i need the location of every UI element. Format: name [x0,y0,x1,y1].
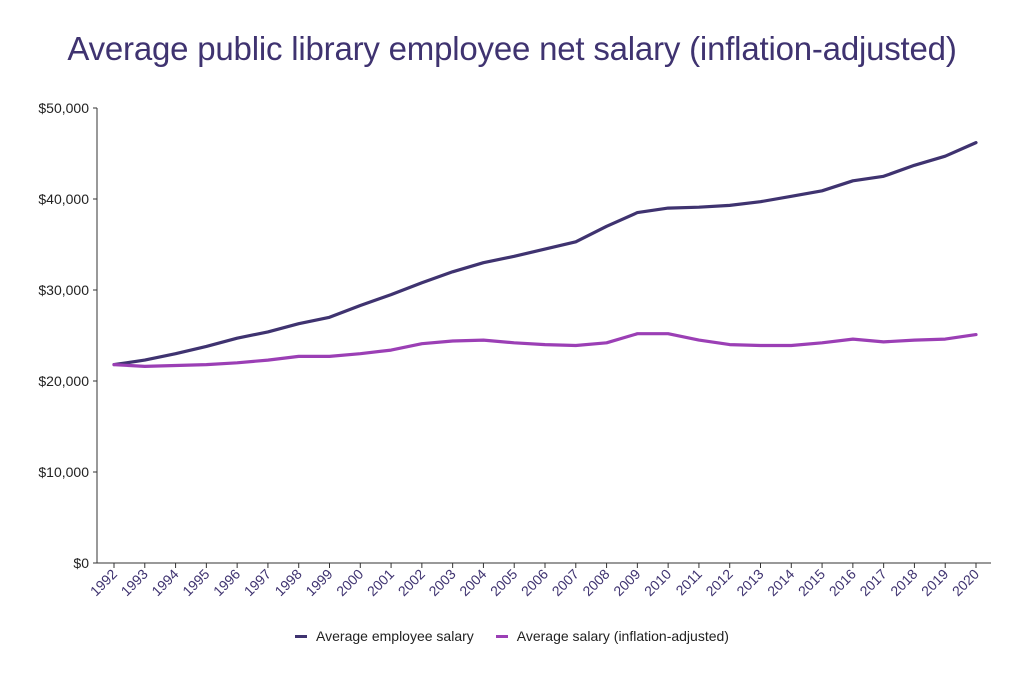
x-tick-label: 2018 [887,566,920,599]
x-tick-label: 2017 [856,566,889,599]
x-tick-label: 2001 [364,566,397,599]
y-tick-label: $30,000 [38,282,89,298]
x-tick-label: 2011 [672,566,705,599]
x-tick-label: 2010 [641,566,674,599]
x-tick-label: 2014 [764,566,797,599]
legend-item-series-2: Average salary (inflation-adjusted) [495,628,729,644]
x-tick-label: 1998 [271,566,304,599]
y-tick-labels: $0 $10,000 $20,000 $30,000 $40,000 $50,000 [38,100,97,571]
x-tick-label: 2007 [549,566,582,599]
x-tick-label: 1999 [302,566,335,599]
x-tick-label: 1992 [87,566,120,599]
x-tick-labels: 1992199319941995199619971998199920002001… [87,563,982,599]
axes [96,108,991,564]
x-tick-label: 2016 [826,566,859,599]
x-tick-label: 2008 [579,566,612,599]
series-lines [112,141,978,368]
legend-swatch-series-2 [495,634,508,638]
x-tick-label: 2009 [610,566,643,599]
y-tick-label: $0 [73,555,89,571]
legend-label-series-2: Average salary (inflation-adjusted) [516,628,729,644]
legend-label-series-1: Average employee salary [316,628,474,644]
y-tick-label: $20,000 [38,373,89,389]
x-tick-label: 2006 [518,566,551,599]
x-tick-label: 2012 [702,566,735,599]
x-tick-label: 2002 [395,566,428,599]
y-tick-label: $50,000 [38,100,89,116]
x-tick-label: 1995 [179,566,212,599]
y-tick-label: $40,000 [38,191,89,207]
x-tick-label: 2003 [425,566,458,599]
y-tick-label: $10,000 [38,464,89,480]
x-tick-label: 2005 [487,566,520,599]
x-tick-label: 2019 [918,566,951,599]
x-tick-label: 2015 [795,566,828,599]
legend-swatch-series-1 [295,634,308,638]
series-line-1 [112,141,978,367]
legend-item-series-1: Average employee salary [295,628,474,644]
legend: Average employee salary Average salary (… [0,628,1024,644]
chart-title: Average public library employee net sala… [67,30,957,67]
x-tick-label: 1997 [241,566,274,599]
x-tick-label: 1993 [118,566,151,599]
x-tick-label: 2004 [456,566,489,599]
x-tick-label: 2020 [949,566,982,599]
series-line-2 [112,332,978,368]
x-tick-label: 1994 [148,566,181,599]
x-tick-label: 2013 [733,566,766,599]
x-tick-label: 1996 [210,566,243,599]
x-tick-label: 2000 [333,566,366,599]
